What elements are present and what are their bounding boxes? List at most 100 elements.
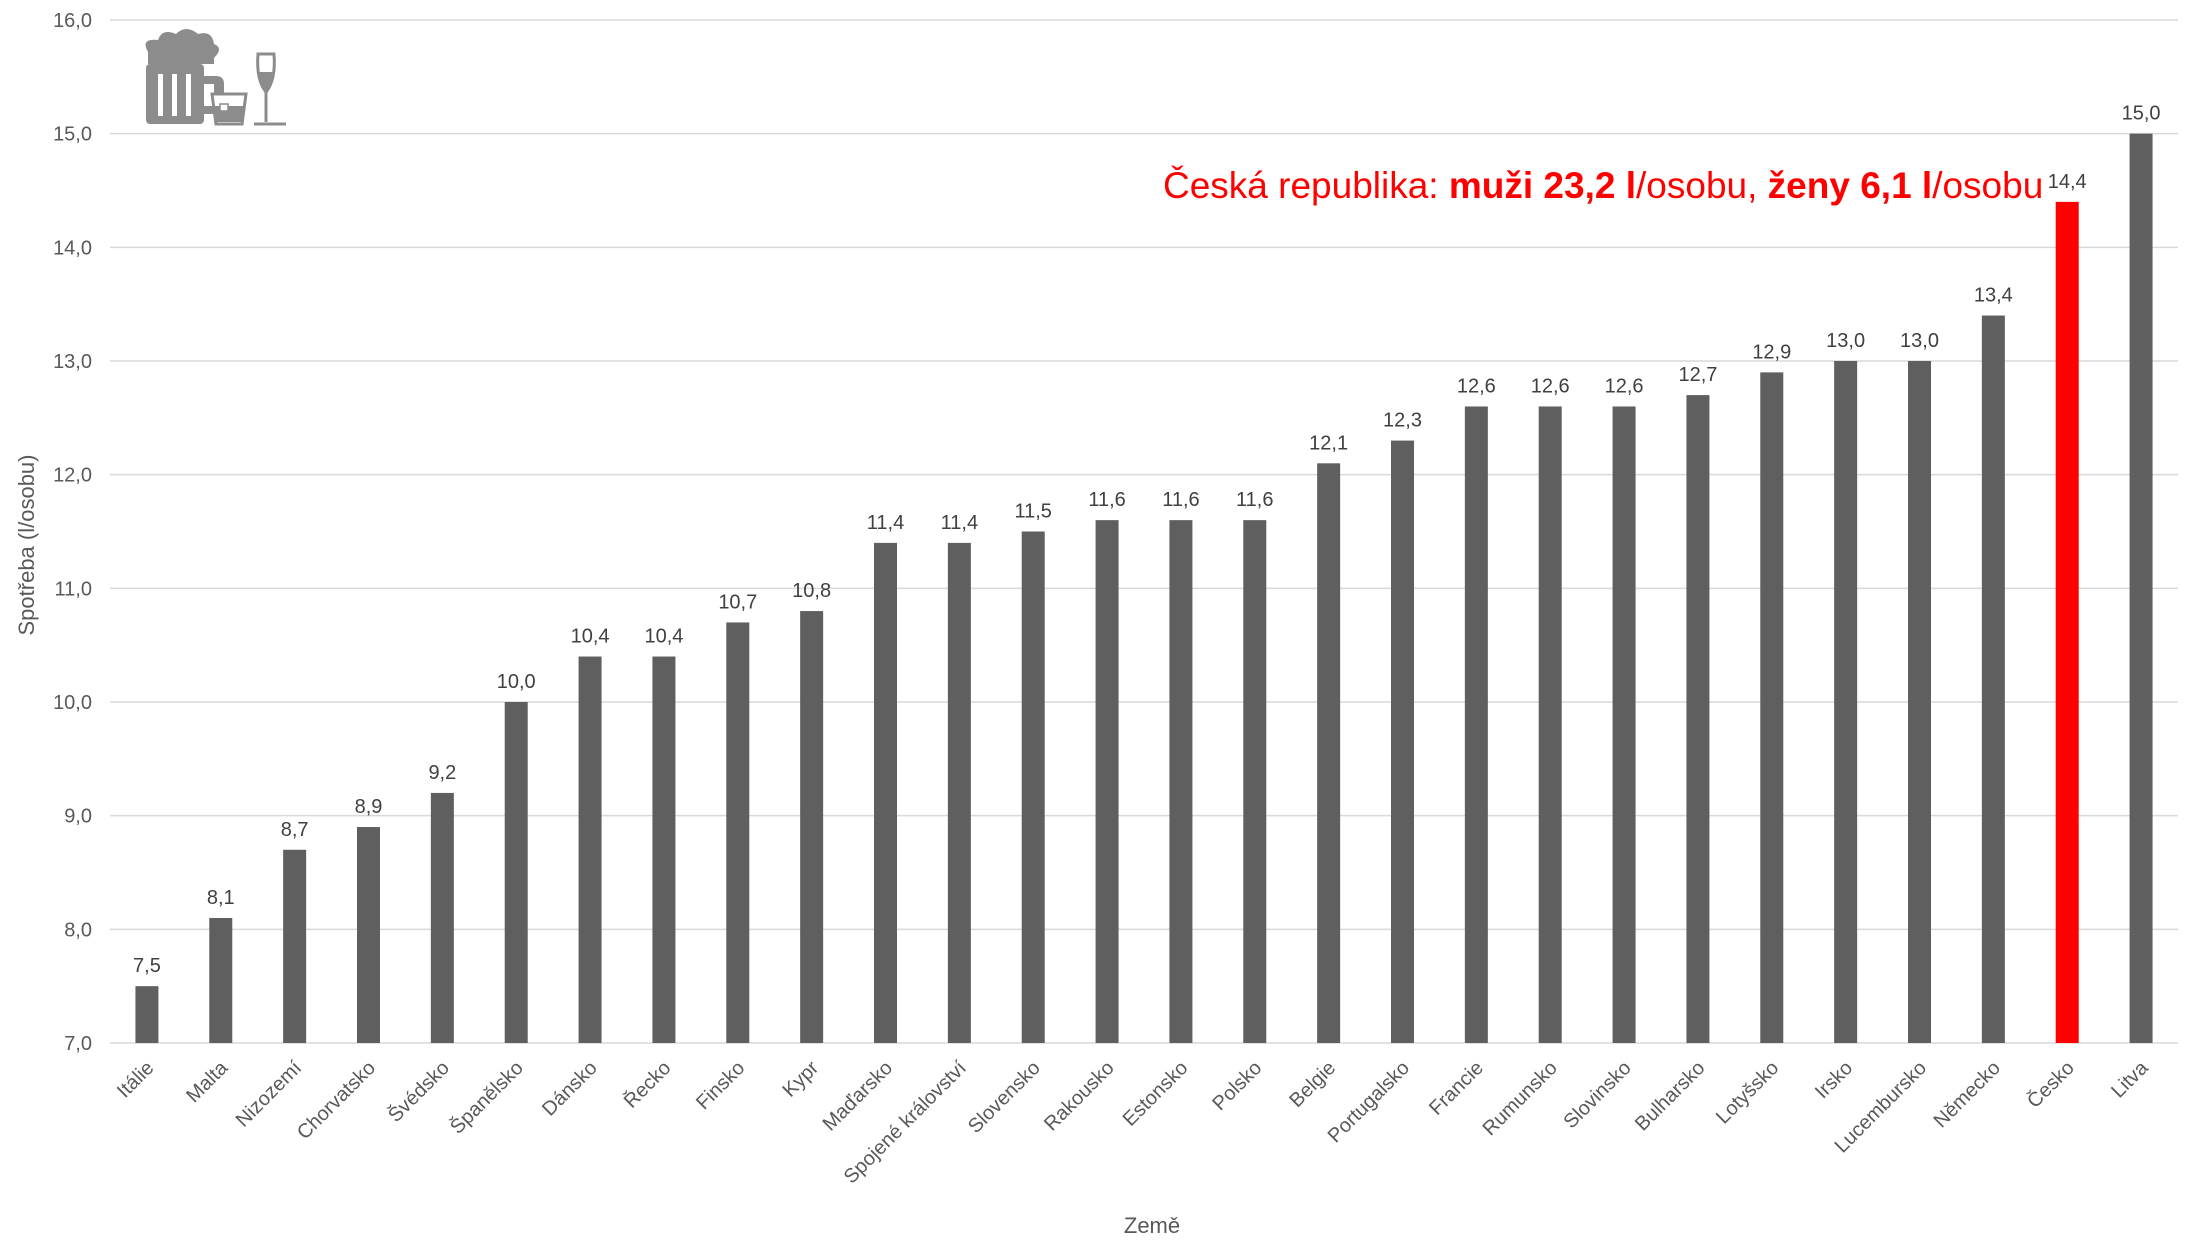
x-tick-label: Dánsko — [538, 1057, 602, 1121]
data-label: 12,6 — [1605, 375, 1644, 397]
bar — [578, 656, 602, 1043]
bar — [1834, 361, 1858, 1043]
x-tick-label: Spojené království — [840, 1057, 971, 1188]
data-label: 11,4 — [941, 512, 978, 534]
y-tick-label: 11,0 — [55, 578, 92, 600]
bar — [1612, 406, 1636, 1043]
data-label: 8,9 — [355, 796, 383, 818]
data-label: 13,0 — [1826, 330, 1865, 352]
data-label: 12,7 — [1678, 364, 1717, 386]
x-tick-label: Rumunsko — [1479, 1057, 1562, 1140]
bar — [1760, 372, 1784, 1043]
x-tick-label: Španělsko — [445, 1056, 527, 1138]
annotation-women-unit: /osobu — [1932, 165, 2044, 206]
y-tick-label: 7,0 — [64, 1033, 92, 1055]
beer-mug-icon — [145, 29, 224, 124]
data-label: 12,6 — [1531, 375, 1570, 397]
bar — [1391, 440, 1414, 1044]
data-label: 10,4 — [644, 626, 683, 648]
x-tick-label: Bulharsko — [1631, 1057, 1709, 1135]
annotation-women-value: ženy 6,1 l — [1767, 165, 1933, 206]
x-tick-label: Slovinsko — [1560, 1057, 1636, 1133]
x-tick-label: Švédsko — [383, 1056, 454, 1127]
x-tick-label: Irsko — [1811, 1057, 1857, 1103]
data-label: 11,6 — [1236, 489, 1273, 511]
data-label: 15,0 — [2122, 103, 2161, 125]
bar — [2129, 133, 2153, 1043]
x-tick-label: Maďarsko — [819, 1057, 897, 1135]
y-tick-label: 10,0 — [53, 692, 92, 714]
czech-annotation: Česká republika: muži 23,2 l/osobu, ženy… — [1163, 165, 2043, 207]
data-label: 9,2 — [428, 762, 456, 784]
annotation-men-value: muži 23,2 l — [1448, 165, 1637, 206]
bar — [652, 656, 676, 1043]
x-tick-label: Lotyšsko — [1712, 1057, 1783, 1128]
data-labels: 7,5 8,1 8,7 8,9 9,2 10,0 10,4 10,4 10,7 10,8 11,4 1… — [133, 103, 2161, 978]
data-label: 12,3 — [1383, 410, 1422, 432]
gridlines — [110, 19, 2178, 1044]
x-tick-label: Německo — [1930, 1057, 2005, 1132]
annotation-men-unit: /osobu, — [1636, 165, 1768, 206]
x-tick-label: Belgie — [1285, 1057, 1340, 1112]
x-tick-label: Nizozemí — [232, 1057, 307, 1132]
x-tick-label: Polsko — [1208, 1057, 1266, 1115]
x-tick-label: Itálie — [113, 1057, 158, 1102]
x-tick-label: Rakousko — [1040, 1057, 1118, 1135]
y-tick-label: 15,0 — [53, 124, 92, 146]
y-tick-label: 16,0 — [53, 10, 92, 32]
data-label: 7,5 — [133, 955, 161, 977]
data-label: 13,0 — [1900, 330, 1939, 352]
data-label: 10,8 — [792, 580, 831, 602]
bar — [1981, 315, 2005, 1043]
bar — [430, 792, 454, 1043]
x-axis-title: Země — [1124, 1213, 1180, 1238]
data-label: 12,9 — [1752, 341, 1791, 363]
x-tick-label: Litva — [2107, 1056, 2153, 1102]
bar — [1686, 395, 1710, 1044]
bar — [504, 702, 528, 1043]
bar — [726, 622, 750, 1043]
bar — [1464, 406, 1488, 1043]
x-tick-label: Slovensko — [964, 1057, 1045, 1138]
x-tick-label: Estonsko — [1119, 1057, 1193, 1131]
x-tick-label: Česko — [2022, 1056, 2078, 1112]
wine-glass-icon — [254, 52, 286, 126]
data-label: 12,1 — [1309, 432, 1348, 454]
x-tick-label: Kypr — [779, 1057, 824, 1102]
x-tick-label: Malta — [182, 1056, 233, 1107]
bar — [874, 542, 897, 1043]
y-tick-label: 14,0 — [53, 237, 92, 259]
y-tick-label: 9,0 — [64, 806, 92, 828]
annotation-prefix: Česká republika: — [1163, 165, 1449, 206]
bar — [800, 611, 824, 1043]
bar — [1538, 406, 1562, 1043]
y-axis-title: Spotřeba (l/osobu) — [14, 455, 39, 636]
whisky-glass-icon — [210, 92, 248, 126]
data-label: 11,6 — [1088, 489, 1125, 511]
data-label: 10,0 — [497, 671, 536, 693]
bar — [283, 849, 307, 1043]
data-label: 8,1 — [207, 887, 235, 909]
bar — [135, 986, 159, 1043]
bars — [135, 133, 2153, 1044]
x-tick-label: Řecko — [619, 1056, 675, 1112]
y-tick-label: 12,0 — [53, 465, 92, 487]
data-label: 13,4 — [1974, 285, 2013, 307]
x-tick-label: Chorvatsko — [293, 1057, 380, 1144]
bar — [947, 542, 971, 1043]
y-tick-label: 13,0 — [53, 351, 92, 373]
data-label: 10,7 — [718, 591, 757, 613]
bar — [1095, 520, 1119, 1043]
bar — [1243, 520, 1267, 1043]
y-tick-label: 8,0 — [64, 919, 92, 941]
data-label: 8,7 — [281, 819, 309, 841]
bar — [357, 827, 380, 1043]
bar — [1317, 463, 1341, 1043]
data-label: 14,4 — [2048, 171, 2087, 193]
data-label: 11,5 — [1014, 501, 1051, 523]
data-label: 11,6 — [1162, 489, 1199, 511]
bar — [1169, 520, 1193, 1043]
y-axis-ticks: 7,0 8,0 9,0 10,0 11,0 12,0 13,0 14,0 15,0 16,0 — [53, 10, 92, 1055]
